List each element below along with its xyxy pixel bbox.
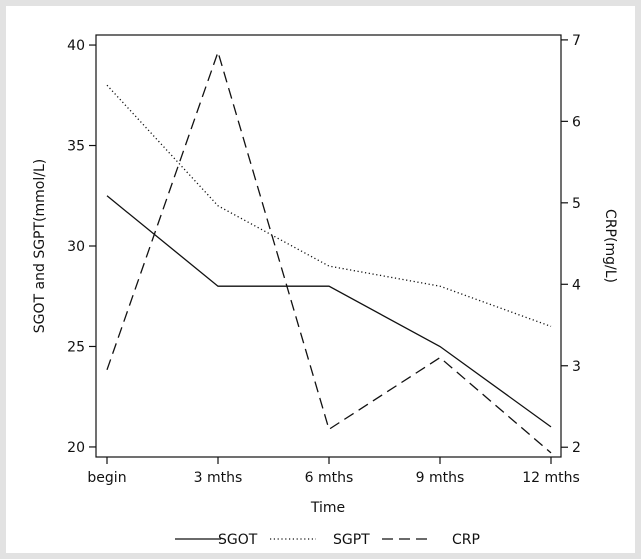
x-tick-label: 12 mths	[522, 470, 580, 486]
y-axis-title: SGOT and SGPT(mmol/L)	[32, 159, 48, 333]
right-axis-ticks: 2 3 4 5 6 7	[561, 33, 581, 456]
right-tick-label: 6	[572, 114, 581, 130]
legend-label-crp: CRP	[452, 532, 480, 548]
x-axis-ticks: begin 3 mths 6 mths 9 mths 12 mths	[87, 457, 580, 486]
right-tick-label: 4	[572, 277, 581, 293]
left-tick-label: 30	[67, 239, 85, 255]
left-axis-ticks: 20 25 30 35 40	[67, 38, 96, 456]
figure-frame	[6, 6, 635, 553]
legend-label-sgpt: SGPT	[333, 532, 370, 548]
x-tick-label: 9 mths	[416, 470, 465, 486]
series-line-crp	[106, 49, 552, 454]
plot-area	[95, 34, 562, 458]
left-tick-label: 35	[67, 139, 85, 155]
left-tick-label: 20	[67, 440, 85, 456]
legend: SGOT SGPT CRP	[175, 532, 480, 548]
left-tick-label: 25	[67, 339, 85, 355]
x-tick-label: begin	[87, 470, 126, 486]
right-tick-label: 2	[572, 440, 581, 456]
series-line-sgpt	[106, 84, 552, 328]
x-tick-label: 3 mths	[194, 470, 243, 486]
series-layer	[106, 49, 552, 454]
y2-axis-title: CRP(mg/L)	[602, 209, 618, 283]
x-tick-label: 6 mths	[305, 470, 354, 486]
left-tick-label: 40	[67, 38, 85, 54]
series-line-sgot	[106, 195, 552, 428]
legend-label-sgot: SGOT	[218, 532, 258, 548]
right-tick-label: 5	[572, 196, 581, 212]
x-axis-title: Time	[310, 500, 345, 516]
right-tick-label: 7	[572, 33, 581, 49]
right-tick-label: 3	[572, 359, 581, 375]
